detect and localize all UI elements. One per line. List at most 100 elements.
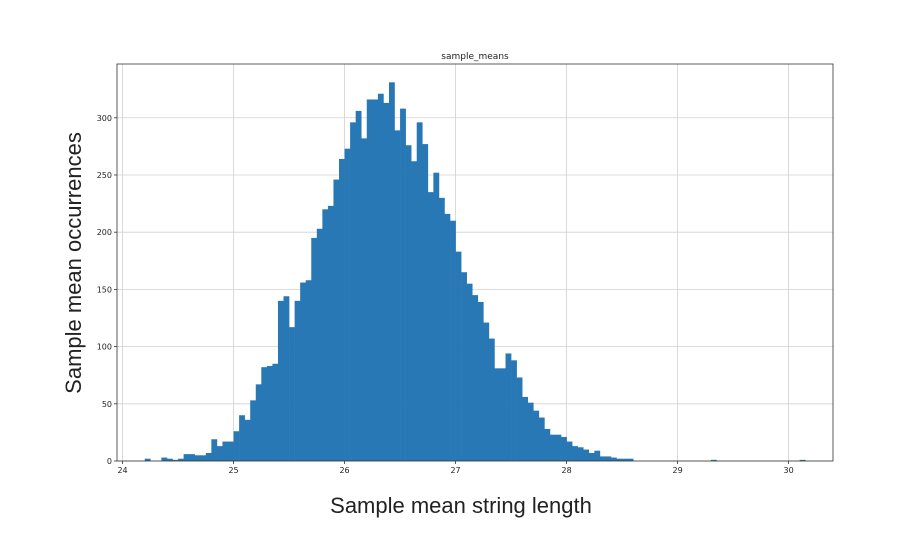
histogram-bar <box>339 158 345 461</box>
histogram-bar <box>333 179 340 461</box>
histogram-bar <box>394 130 401 461</box>
histogram-bar <box>405 145 412 462</box>
histogram-bar <box>388 82 395 461</box>
histogram-bar <box>483 322 490 461</box>
histogram-bar <box>233 431 240 461</box>
histogram-bar <box>622 458 628 461</box>
chart-title: sample_means <box>441 52 509 62</box>
histogram-bar <box>561 436 567 461</box>
histogram-bar <box>494 368 501 461</box>
histogram-bar <box>522 396 529 461</box>
histogram-bar <box>172 459 179 461</box>
histogram-bar <box>555 434 562 461</box>
y-tick-label: 200 <box>97 228 112 237</box>
y-axis-label: Sample mean occurrences <box>61 132 86 394</box>
histogram-bar <box>499 368 506 461</box>
histogram-bar <box>255 384 262 461</box>
histogram-bar <box>605 456 612 461</box>
histogram-bar <box>488 338 495 461</box>
histogram-bar <box>538 417 545 461</box>
histogram-bar <box>311 237 318 461</box>
histogram-bar <box>533 410 540 461</box>
histogram-bar <box>289 327 295 461</box>
histogram-bar <box>566 441 573 461</box>
histogram-bar <box>144 458 151 461</box>
histogram-bar <box>505 353 512 461</box>
histogram-bar <box>277 300 284 461</box>
histogram-bar <box>216 446 223 461</box>
histogram-bar <box>250 400 257 461</box>
plot-frame <box>116 63 834 462</box>
histogram-bar <box>316 228 323 461</box>
histogram-bar <box>710 459 717 461</box>
histogram-bar <box>433 172 440 461</box>
x-axis-ticks: 24 25 26 27 28 29 30 <box>117 461 794 475</box>
x-tick-label: 28 <box>561 466 571 475</box>
histogram-bar <box>294 300 301 461</box>
histogram-bar <box>616 458 623 461</box>
histogram-bar <box>411 161 418 461</box>
histogram-bar <box>400 108 406 461</box>
x-tick-label: 27 <box>450 466 460 475</box>
y-tick-label: 150 <box>97 285 112 294</box>
histogram-bar <box>183 454 190 461</box>
histogram-bar <box>549 434 556 461</box>
y-tick-label: 50 <box>102 400 112 409</box>
y-axis-ticks: 0 50 100 150 200 250 300 <box>97 114 117 466</box>
histogram-bar <box>461 272 467 461</box>
histogram-bar <box>344 148 351 461</box>
histogram-bar <box>189 454 196 461</box>
histogram-bar <box>527 402 534 461</box>
histogram-bar <box>627 458 634 461</box>
histogram-bars <box>144 82 806 462</box>
histogram-bar <box>455 251 462 461</box>
histogram-bar <box>211 439 218 461</box>
y-tick-label: 0 <box>107 457 112 466</box>
histogram-bar <box>466 283 473 461</box>
histogram-bar <box>361 138 368 461</box>
histogram-bar <box>610 457 617 461</box>
histogram-bar <box>300 282 307 461</box>
histogram-bar <box>427 192 434 462</box>
histogram-bar <box>588 452 595 461</box>
histogram-bar <box>577 447 584 461</box>
histogram-bar <box>516 377 523 461</box>
histogram-bar <box>450 220 456 461</box>
histogram-bar <box>477 301 484 461</box>
histogram-bar <box>272 363 279 461</box>
y-tick-label: 300 <box>97 114 112 123</box>
histogram-bar <box>228 441 234 461</box>
histogram-bar <box>244 419 251 461</box>
histogram-bar <box>239 415 245 461</box>
histogram-bar <box>350 122 356 462</box>
histogram-bar <box>327 205 334 461</box>
histogram-bar <box>366 99 373 461</box>
histogram-bar <box>511 360 517 461</box>
x-tick-label: 26 <box>339 466 349 475</box>
x-tick-label: 30 <box>784 466 794 475</box>
histogram-bar <box>283 296 290 461</box>
histogram-bar <box>583 449 590 461</box>
histogram-bar <box>205 452 212 461</box>
histogram-bar <box>377 93 384 461</box>
histogram-bar <box>438 197 445 461</box>
histogram-bar <box>594 450 601 461</box>
x-tick-label: 24 <box>117 466 127 475</box>
x-tick-label: 25 <box>228 466 238 475</box>
histogram-bar <box>472 295 479 461</box>
histogram-bar <box>444 213 451 461</box>
histogram-bar <box>322 209 329 461</box>
histogram-bar <box>305 280 312 461</box>
x-tick-label: 29 <box>672 466 682 475</box>
histogram-bar <box>161 457 168 461</box>
histogram-bar <box>572 446 578 461</box>
histogram-bar <box>799 459 806 461</box>
histogram-bar <box>355 110 362 462</box>
histogram-bar <box>222 441 229 461</box>
histogram-bar <box>200 455 207 461</box>
y-tick-label: 100 <box>97 343 112 352</box>
histogram-bar <box>261 367 268 461</box>
histogram-bar <box>266 366 273 461</box>
histogram-bar <box>544 428 551 461</box>
